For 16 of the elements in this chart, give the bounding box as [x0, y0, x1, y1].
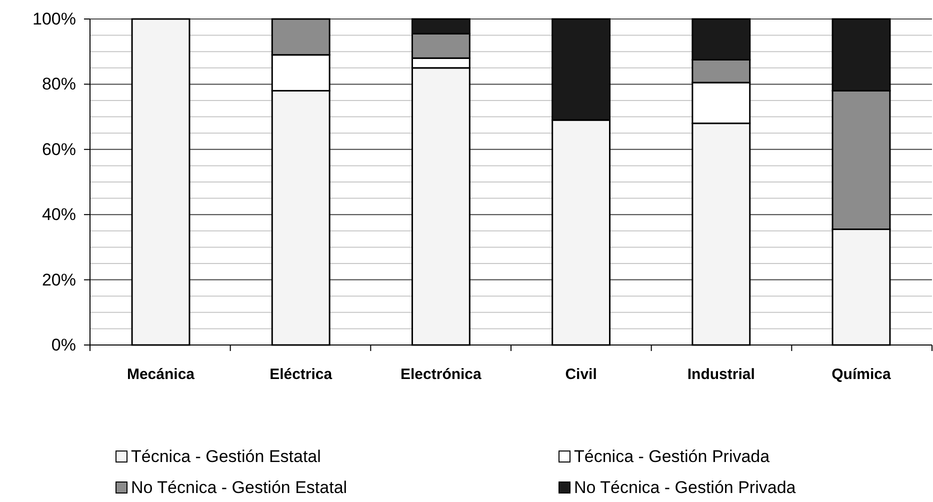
- y-tick-label: 80%: [42, 74, 76, 94]
- y-tick-label: 0%: [51, 335, 76, 354]
- x-tick-label: Industrial: [687, 366, 755, 383]
- x-tick-label: Electrónica: [400, 366, 482, 383]
- y-tick-label: 20%: [42, 270, 76, 290]
- y-tick-label: 100%: [32, 9, 76, 28]
- legend-label: Técnica - Gestión Privada: [574, 447, 770, 466]
- y-tick-label: 40%: [42, 205, 76, 224]
- x-tick-label: Química: [832, 366, 892, 383]
- x-tick-label: Eléctrica: [270, 366, 333, 383]
- legend-label: No Técnica - Gestión Privada: [574, 478, 796, 497]
- legend-label: No Técnica - Gestión Estatal: [131, 478, 348, 497]
- x-tick-label: Civil: [565, 366, 597, 383]
- x-tick-label: Mecánica: [126, 366, 196, 383]
- legend-label: Técnica - Gestión Estatal: [131, 447, 321, 466]
- y-tick-label: 60%: [42, 140, 76, 159]
